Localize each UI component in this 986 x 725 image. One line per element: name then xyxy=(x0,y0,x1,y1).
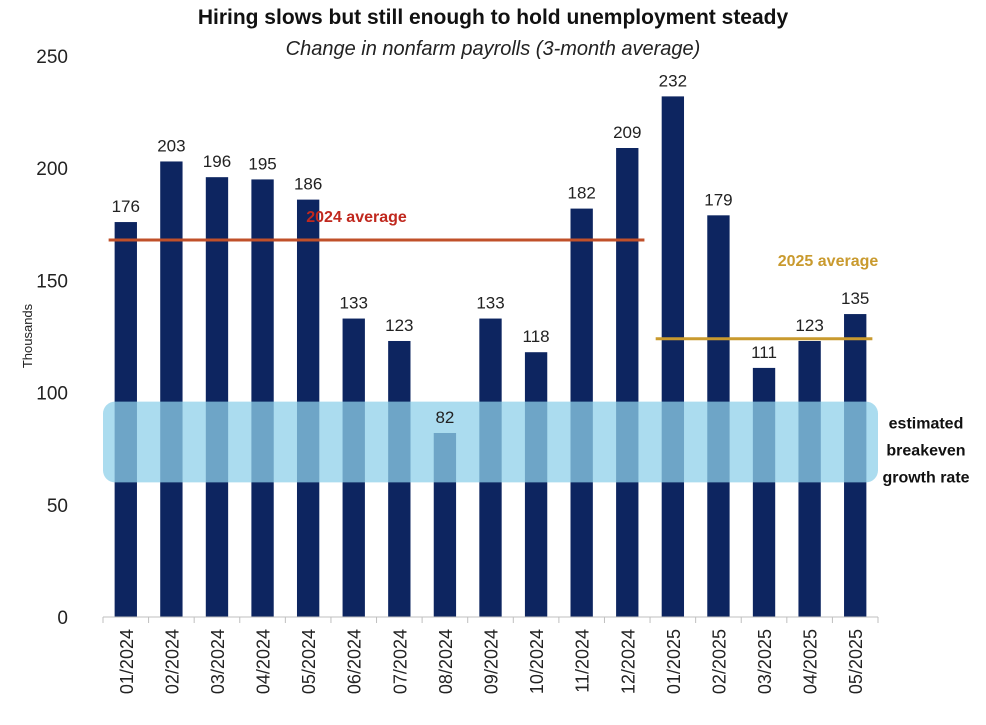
data-label: 186 xyxy=(294,175,322,194)
x-tick-label: 05/2024 xyxy=(299,629,319,694)
y-tick-label: 200 xyxy=(36,159,68,180)
bar-03-2024 xyxy=(205,177,229,617)
data-label: 133 xyxy=(476,294,504,313)
breakeven-band xyxy=(103,401,878,483)
data-label: 232 xyxy=(659,71,687,90)
data-label: 196 xyxy=(203,152,231,171)
chart-title: Hiring slows but still enough to hold un… xyxy=(197,6,789,29)
data-label: 195 xyxy=(248,154,276,173)
bar-10-2024 xyxy=(524,352,548,617)
x-tick-label: 07/2024 xyxy=(390,629,410,694)
y-tick-label: 250 xyxy=(36,47,68,68)
x-tick-label: 09/2024 xyxy=(482,629,502,694)
bar-02-2024 xyxy=(160,161,183,617)
x-tick-label: 03/2024 xyxy=(208,629,228,694)
x-tick-label: 02/2024 xyxy=(162,629,182,694)
x-tick-label: 12/2024 xyxy=(618,629,638,694)
data-label: 82 xyxy=(435,408,454,427)
x-tick-label: 08/2024 xyxy=(436,629,456,694)
breakeven-label-line: estimated xyxy=(889,416,964,433)
chart-subtitle: Change in nonfarm payrolls (3-month aver… xyxy=(285,38,701,60)
data-label: 203 xyxy=(157,136,185,155)
data-label: 176 xyxy=(112,197,140,216)
x-tick-label: 01/2025 xyxy=(664,629,684,694)
x-tick-label: 01/2024 xyxy=(117,629,137,694)
breakeven-label-line: breakeven xyxy=(886,443,965,460)
x-tick-label: 04/2025 xyxy=(801,629,821,694)
breakeven-label-line: growth rate xyxy=(882,470,969,487)
average-label-2024: 2024 average xyxy=(306,209,407,226)
x-tick-label: 02/2025 xyxy=(709,629,729,694)
y-tick-label: 50 xyxy=(47,496,68,517)
data-label: 182 xyxy=(567,184,595,203)
x-tick-label: 11/2024 xyxy=(573,629,593,693)
bar-12-2024 xyxy=(616,148,639,617)
x-tick-label: 04/2024 xyxy=(254,629,274,694)
data-label: 123 xyxy=(795,316,823,335)
y-tick-label: 0 xyxy=(57,608,68,629)
bar-01-2025 xyxy=(661,96,685,618)
data-label: 118 xyxy=(523,327,550,346)
y-tick-label: 100 xyxy=(36,384,68,405)
data-label: 209 xyxy=(613,123,641,142)
x-tick-label: 06/2024 xyxy=(345,629,365,694)
data-label: 135 xyxy=(841,289,869,308)
data-label: 111 xyxy=(751,343,777,362)
y-axis-title: Thousands xyxy=(20,303,35,368)
average-label-2025: 2025 average xyxy=(778,253,879,270)
x-tick-label: 10/2024 xyxy=(527,629,547,694)
data-label: 123 xyxy=(385,316,413,335)
bar-04-2024 xyxy=(251,179,274,618)
data-label: 179 xyxy=(704,190,732,209)
y-tick-label: 150 xyxy=(36,271,68,292)
x-tick-label: 03/2025 xyxy=(755,629,775,694)
x-tick-label: 05/2025 xyxy=(846,629,866,694)
data-label: 133 xyxy=(340,294,368,313)
